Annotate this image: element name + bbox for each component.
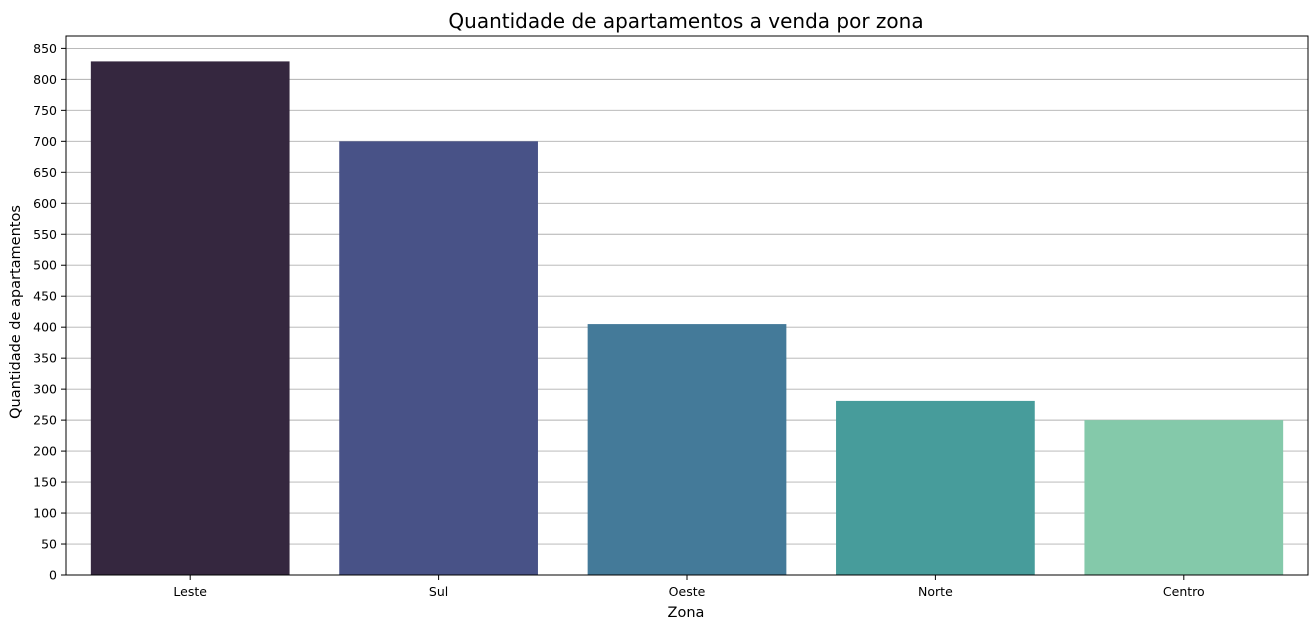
- bar-oeste: [587, 324, 787, 575]
- y-tick-label: 400: [33, 320, 57, 335]
- x-tick-label-sul: Sul: [429, 584, 448, 599]
- y-axis-label: Quantidade de apartamentos: [8, 205, 24, 419]
- y-tick-label: 0: [49, 568, 57, 583]
- x-tick-label-leste: Leste: [173, 584, 207, 599]
- y-tick-label: 350: [33, 351, 57, 366]
- x-tick-label-oeste: Oeste: [669, 584, 706, 599]
- y-tick-label: 150: [33, 475, 57, 490]
- bar-leste: [90, 61, 290, 576]
- y-tick-label: 300: [33, 382, 57, 397]
- y-tick-label: 50: [41, 537, 57, 552]
- y-tick-label: 650: [33, 165, 57, 180]
- bar-centro: [1084, 420, 1284, 575]
- y-tick-label: 800: [33, 72, 57, 87]
- y-tick-label: 550: [33, 227, 57, 242]
- x-tick-label-norte: Norte: [918, 584, 953, 599]
- bar-norte: [836, 400, 1035, 575]
- x-axis-ticks: Leste Sul Oeste Norte Centro: [173, 575, 1205, 599]
- y-tick-label: 250: [33, 413, 57, 428]
- chart-title: Quantidade de apartamentos a venda por z…: [448, 9, 923, 33]
- bars: [90, 61, 1284, 576]
- bar-sul: [339, 141, 538, 575]
- y-tick-label: 750: [33, 103, 57, 118]
- y-tick-label: 600: [33, 196, 57, 211]
- x-axis-label: Zona: [668, 605, 705, 621]
- y-tick-label: 450: [33, 289, 57, 304]
- y-tick-label: 200: [33, 444, 57, 459]
- y-axis-ticks: 0 50 100 150 200 250 300 350 400 450 500 550 600 650 7…: [33, 41, 66, 583]
- y-tick-label: 100: [33, 506, 57, 521]
- y-tick-label: 700: [33, 134, 57, 149]
- y-tick-label: 850: [33, 41, 57, 56]
- y-tick-label: 500: [33, 258, 57, 273]
- x-tick-label-centro: Centro: [1163, 584, 1205, 599]
